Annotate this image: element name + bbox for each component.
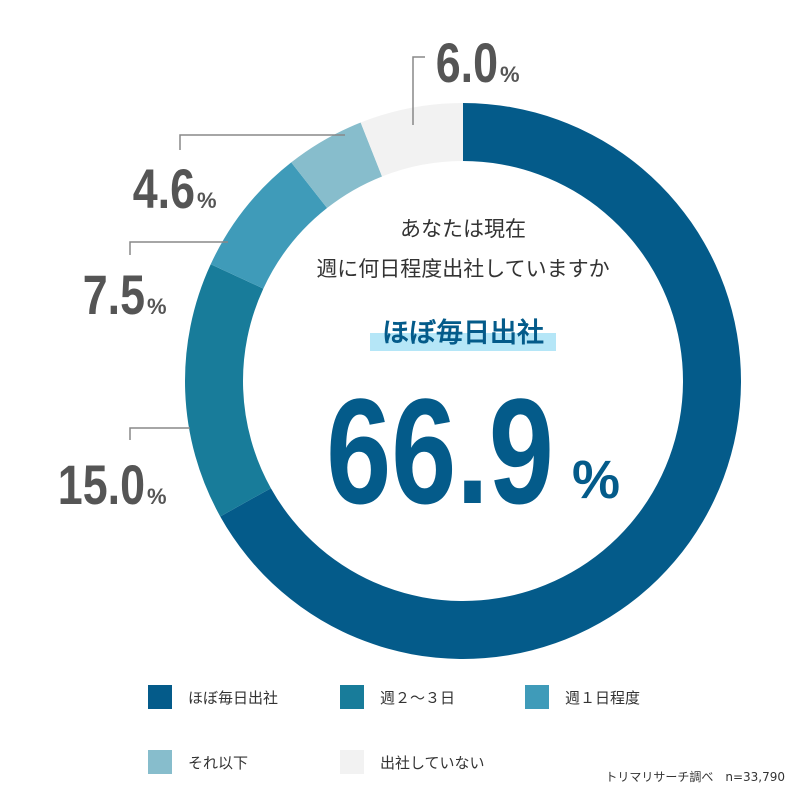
legend-label: それ以下 <box>188 754 248 772</box>
value-suffix: % <box>197 188 217 213</box>
leader-line <box>179 134 345 150</box>
donut-segment <box>360 103 463 177</box>
legend-swatch <box>340 750 364 774</box>
highlight-category: ほぼ毎日出社 <box>382 317 544 349</box>
value-suffix: % <box>500 62 520 87</box>
legend-label: 出社していない <box>380 754 485 772</box>
value-label: 7.5 <box>83 263 145 326</box>
legend-label: 週２～３日 <box>380 689 455 707</box>
leader-line <box>129 427 190 440</box>
legend-swatch <box>148 750 172 774</box>
value-label: 15.0 <box>58 453 145 516</box>
legend-label: 週１日程度 <box>565 689 640 707</box>
value-suffix: % <box>147 294 167 319</box>
question-line: 週に何日程度出社していますか <box>316 257 609 281</box>
donut-segment <box>185 264 271 517</box>
value-suffix: % <box>147 484 167 509</box>
highlight <box>370 333 556 351</box>
donut-segment <box>291 122 383 209</box>
legend-swatch <box>148 685 172 709</box>
legend-swatch <box>525 685 549 709</box>
source: トリマリサーチ調べ n=33,790 <box>605 770 785 784</box>
donut-segment <box>210 162 328 289</box>
main-value-label: 66.9 <box>326 367 554 535</box>
value-label: 4.6 <box>133 157 195 220</box>
leader-line <box>412 56 425 125</box>
question-line: あなたは現在 <box>400 217 526 241</box>
main-value-suffix: % <box>572 450 620 510</box>
value-label: 6.0 <box>436 31 498 94</box>
legend-label: ほぼ毎日出社 <box>188 689 278 707</box>
leader-line <box>129 241 228 255</box>
legend-swatch <box>340 685 364 709</box>
